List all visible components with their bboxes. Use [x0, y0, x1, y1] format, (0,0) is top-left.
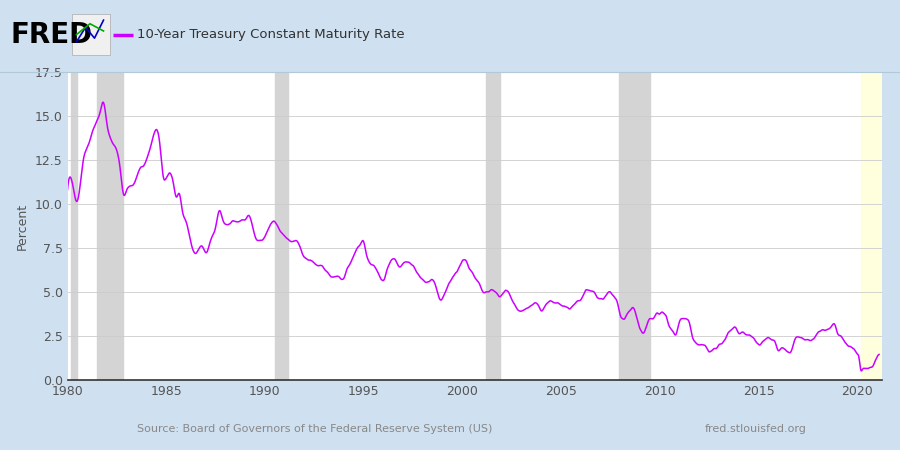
Y-axis label: Percent: Percent	[16, 202, 29, 250]
Text: Source: Board of Governors of the Federal Reserve System (US): Source: Board of Governors of the Federa…	[138, 424, 492, 434]
Bar	[274, 72, 288, 380]
Text: FRED: FRED	[11, 21, 93, 49]
Bar	[97, 72, 123, 380]
Bar	[619, 72, 650, 380]
Text: fred.stlouisfed.org: fred.stlouisfed.org	[705, 424, 807, 434]
Bar	[485, 72, 500, 380]
FancyBboxPatch shape	[72, 14, 110, 55]
Bar	[860, 72, 882, 380]
Bar	[71, 72, 77, 380]
Text: 10-Year Treasury Constant Maturity Rate: 10-Year Treasury Constant Maturity Rate	[137, 28, 404, 41]
